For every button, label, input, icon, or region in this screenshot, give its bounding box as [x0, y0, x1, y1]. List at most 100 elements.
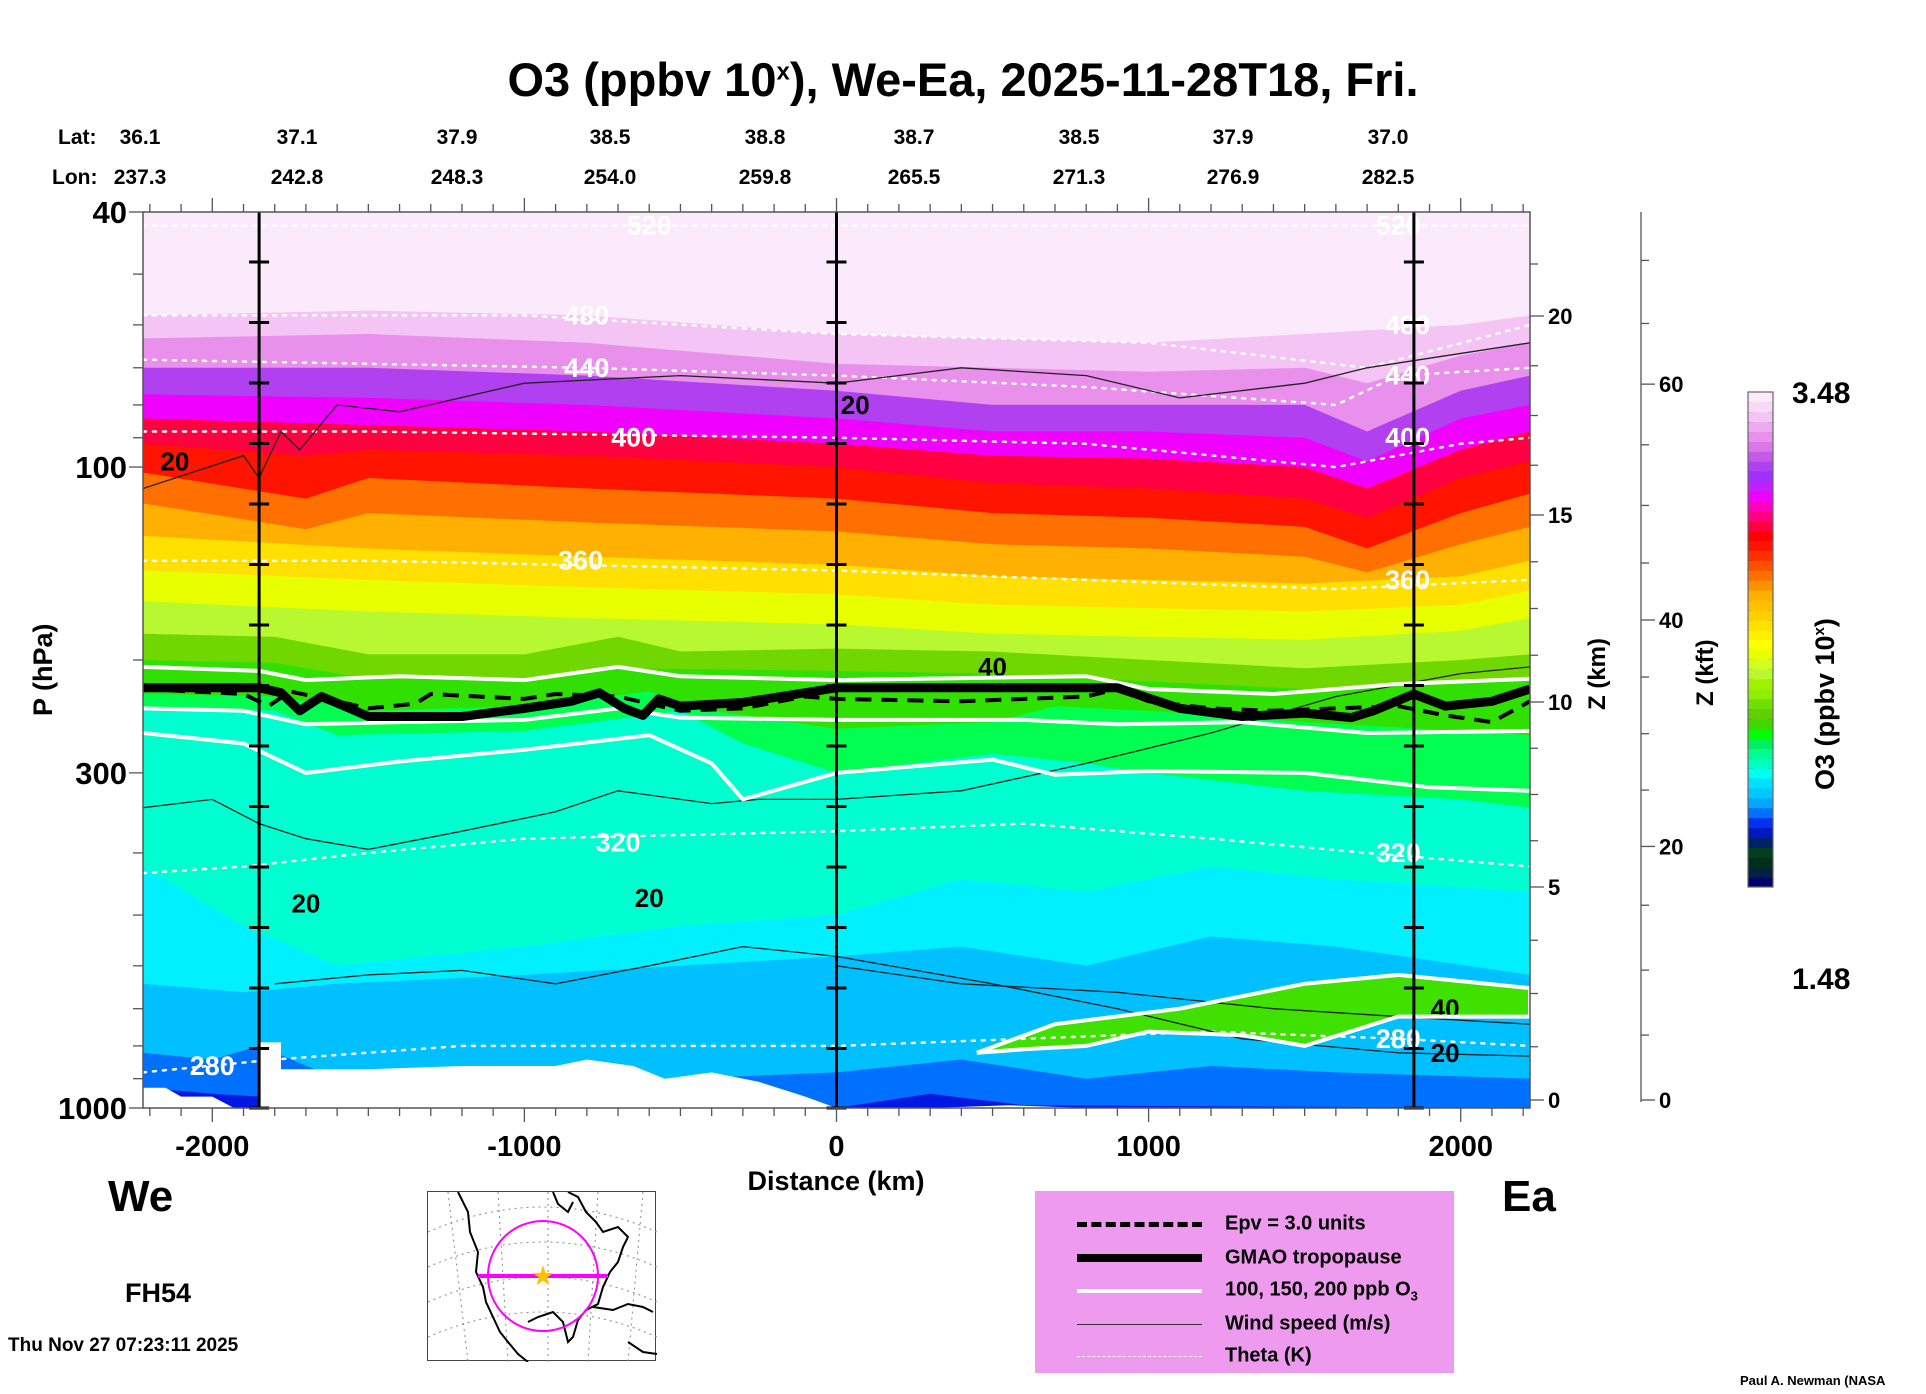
z-kft-tick-label: 60: [1659, 372, 1683, 397]
colorbar-max-label: 3.48: [1792, 377, 1851, 410]
colorbar-swatch: [1748, 520, 1773, 532]
theta-label: 480: [564, 300, 609, 330]
colorbar-swatch: [1748, 827, 1773, 838]
colorbar-label: O3 (ppbv 10x): [1810, 618, 1840, 790]
colorbar-swatch: [1748, 669, 1773, 680]
colorbar-swatch: [1748, 748, 1773, 759]
colorbar-swatch: [1748, 609, 1773, 621]
colorbar-swatch: [1748, 392, 1773, 403]
lat-value: 37.9: [1212, 126, 1254, 149]
theta-contour: [143, 358, 1530, 407]
thin-line-swatch: [1077, 1324, 1202, 1325]
wind-speed-label: 20: [291, 889, 320, 919]
wind-speed-label: 20: [635, 883, 664, 913]
lat-value: 38.5: [1058, 126, 1100, 149]
y-tick-label: 100: [75, 450, 127, 485]
ozone-ppb-contour: [143, 706, 1530, 736]
colorbar-swatch: [1748, 857, 1773, 868]
timestamp: Thu Nov 27 07:23:11 2025: [8, 1335, 239, 1356]
legend-label: GMAO tropopause: [1225, 1246, 1402, 1269]
wind-speed-contour: [143, 666, 1530, 851]
lat-value: 38.7: [893, 126, 935, 149]
lon-value: 282.5: [1361, 166, 1415, 189]
x-axis-label: Distance (km): [747, 1166, 925, 1196]
x-tick-label: -1000: [487, 1131, 561, 1163]
lon-label: Lon:: [52, 166, 98, 189]
terrain-mask: [259, 1042, 1530, 1108]
z-kft-tick-label: 0: [1659, 1088, 1671, 1113]
colorbar-swatch: [1748, 788, 1773, 799]
colorbar-swatch: [1748, 679, 1773, 690]
theta-label: 320: [595, 827, 640, 857]
colorbar-swatch: [1748, 698, 1773, 710]
legend-label: Wind speed (m/s): [1225, 1312, 1391, 1335]
dashed-line-swatch: [1077, 1222, 1202, 1227]
terrain-mask: [143, 1087, 235, 1108]
colorbar-swatch: [1748, 510, 1773, 522]
credit: Paul A. Newman (NASA: [1740, 1373, 1886, 1388]
colorbar-swatch: [1748, 580, 1773, 591]
colorbar-swatch: [1748, 758, 1773, 769]
lat-value: 38.8: [744, 126, 786, 149]
legend-label: 100, 150, 200 ppb O3: [1225, 1278, 1418, 1304]
lon-value: 259.8: [738, 166, 792, 189]
y-tick-label: 40: [93, 195, 127, 230]
x-tick-label: 2000: [1428, 1131, 1493, 1163]
legend-item-ozone-lines: 100, 150, 200 ppb O3: [1035, 1274, 1454, 1308]
dotted-line-swatch: [1077, 1356, 1202, 1357]
wind-speed-label: 20: [160, 446, 189, 476]
colorbar-swatch: [1748, 718, 1773, 730]
legend-item-epv: Epv = 3.0 units: [1035, 1207, 1454, 1241]
location-minimap: ★: [427, 1191, 658, 1363]
legend-label: Epv = 3.0 units: [1225, 1212, 1366, 1235]
colorbar-swatch: [1748, 550, 1773, 561]
lat-value: 37.9: [436, 126, 478, 149]
theta-label: 400: [1385, 423, 1430, 453]
white-line-swatch: [1077, 1289, 1202, 1293]
colorbar-swatch: [1748, 728, 1773, 739]
z-kft-tick-label: 20: [1659, 834, 1683, 859]
x-tick-label: 0: [828, 1131, 844, 1163]
lon-value: 276.9: [1206, 166, 1260, 189]
colorbar-swatch: [1748, 639, 1773, 650]
west-label: We: [108, 1172, 174, 1221]
x-tick-label: 1000: [1116, 1131, 1181, 1163]
colorbar-swatch: [1748, 847, 1773, 858]
colorbar-swatch: [1748, 441, 1773, 452]
tropopause-line: [143, 683, 1530, 723]
colorbar-swatch: [1748, 649, 1773, 660]
lon-value: 248.3: [430, 166, 484, 189]
wind-speed-label: 20: [841, 390, 870, 420]
colorbar-swatch: [1748, 689, 1773, 700]
lon-value: 271.3: [1052, 166, 1106, 189]
x-tick-label: -2000: [175, 1131, 249, 1163]
legend: Epv = 3.0 units GMAO tropopause 100, 150…: [1035, 1191, 1454, 1373]
y-tick-label: 1000: [58, 1091, 127, 1126]
colorbar-swatch: [1748, 659, 1773, 670]
theta-contour: [143, 314, 1530, 370]
colorbar-swatch: [1748, 629, 1773, 640]
theta-label: 520: [627, 211, 672, 241]
thick-line-swatch: [1077, 1254, 1202, 1262]
y-axis-label: P (hPa): [28, 623, 58, 716]
lon-value: 265.5: [887, 166, 941, 189]
z-km-tick-label: 0: [1548, 1088, 1560, 1113]
z-kft-axis-label: Z (kft): [1692, 639, 1719, 706]
colorbar-swatch: [1748, 401, 1773, 413]
colorbar-swatch: [1748, 530, 1773, 541]
minimap-svg: ★: [427, 1191, 658, 1363]
lat-value: 38.5: [589, 126, 631, 149]
colorbar-swatch: [1748, 599, 1773, 611]
y-tick-label: 300: [75, 756, 127, 791]
theta-contour: [143, 430, 1530, 469]
colorbar-swatch: [1748, 768, 1773, 779]
theta-contour: [143, 822, 1530, 875]
colorbar-min-label: 1.48: [1792, 963, 1851, 996]
ozone-field: [143, 212, 1530, 1108]
legend-label: Theta (K): [1225, 1344, 1312, 1367]
wind-speed-contour: [143, 342, 1530, 490]
theta-label: 440: [1385, 361, 1430, 391]
theta-label: 480: [1385, 310, 1430, 340]
z-km-tick-label: 10: [1548, 690, 1572, 715]
